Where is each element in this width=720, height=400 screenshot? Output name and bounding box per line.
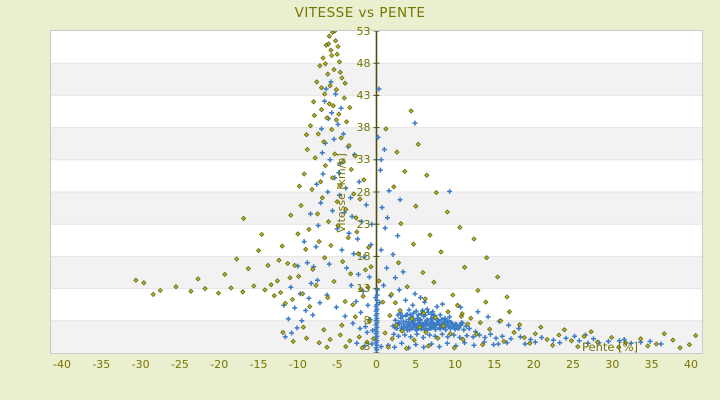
x-tick-label: 35 <box>644 358 659 371</box>
x-tick-label: 0 <box>373 358 380 371</box>
x-tick-label: 15 <box>487 358 502 371</box>
x-tick-label: -15 <box>249 358 268 371</box>
x-tick-label: 40 <box>683 358 698 371</box>
x-tick-label: -25 <box>170 358 189 371</box>
x-tick-label: 5 <box>412 358 420 371</box>
x-tick-label: 25 <box>566 358 581 371</box>
x-tick-label: 20 <box>526 358 541 371</box>
x-tick-label: 30 <box>605 358 620 371</box>
x-axis-title: Pente [%] <box>581 340 639 354</box>
scatter-canvas[interactable] <box>51 31 702 353</box>
chart-title: VITESSE vs PENTE <box>294 5 426 21</box>
x-tick-label: -35 <box>92 358 111 371</box>
plot-area: Vitesse [km/h] 53 48 43 38 33 28 23 18 13 8 3 -40 -3… <box>50 25 703 371</box>
x-tick-label: 10 <box>448 358 463 371</box>
x-tick-label: -5 <box>331 358 343 371</box>
x-tick-label: -20 <box>210 358 229 371</box>
x-tick-label: -10 <box>288 358 307 371</box>
x-tick-label: -30 <box>131 358 150 371</box>
y-axis-title: Vitesse [km/h] <box>335 153 348 233</box>
x-tick-label: -40 <box>53 358 71 371</box>
